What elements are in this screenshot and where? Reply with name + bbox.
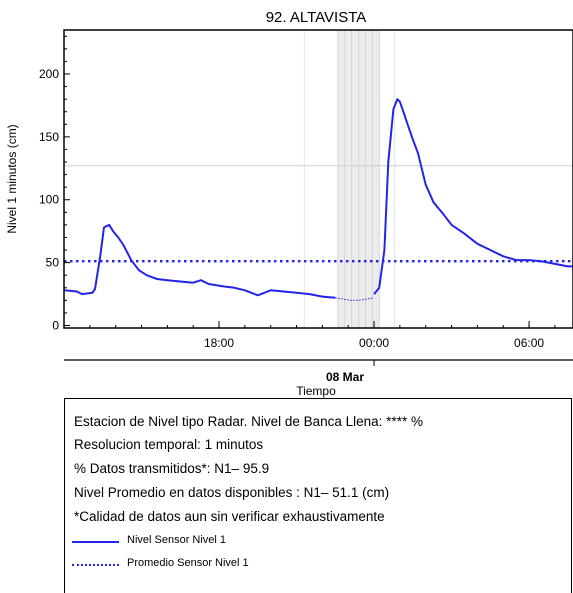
y-tick-label: 50 (46, 256, 60, 270)
chart-title: 92. ALTAVISTA (266, 9, 367, 26)
info-panel: Estacion de Nivel tipo Radar. Nivel de B… (64, 398, 572, 593)
legend-label-average: Promedio Sensor Nivel 1 (127, 557, 249, 569)
info-average-level: Nivel Promedio en datos disponibles : N1… (74, 485, 390, 500)
legend-label-sensor: Nivel Sensor Nivel 1 (127, 534, 227, 546)
series-sensor-line (373, 98, 573, 295)
legend-swatch-dotted (72, 564, 119, 566)
y-axis-label: Nivel 1 minutos (cm) (5, 124, 19, 233)
level-chart: 92. ALTAVISTA Nivel 1 minutos (cm) Tiemp… (5, 9, 573, 398)
legend-item-sensor: Nivel Sensor Nivel 1 (72, 534, 372, 550)
x-tick-label: 06:00 (514, 336, 544, 350)
x-axis-label: Tiempo (296, 384, 336, 398)
x-tick-label: 18:00 (204, 336, 234, 350)
info-quality-note: *Calidad de datos aun sin verificar exha… (74, 509, 385, 524)
plot-frame (63, 29, 573, 329)
series-sensor-gap-line (335, 297, 375, 301)
x-axis-date-label: 08 Mar (326, 370, 364, 384)
legend-swatch-solid (72, 541, 119, 543)
y-tick-label: 100 (39, 193, 59, 207)
y-tick-label: 150 (39, 130, 59, 144)
info-data-transmitted: % Datos transmitidos*: N1– 95.9 (74, 461, 270, 476)
y-tick-label: 0 (52, 318, 59, 332)
y-tick-label: 200 (39, 67, 59, 81)
legend-item-average: Promedio Sensor Nivel 1 (72, 557, 372, 573)
info-station-type: Estacion de Nivel tipo Radar. Nivel de B… (74, 414, 423, 429)
series-sensor-line (63, 223, 336, 299)
x-tick-label: 00:00 (359, 336, 389, 350)
info-temporal-resolution: Resolucion temporal: 1 minutos (74, 437, 264, 452)
